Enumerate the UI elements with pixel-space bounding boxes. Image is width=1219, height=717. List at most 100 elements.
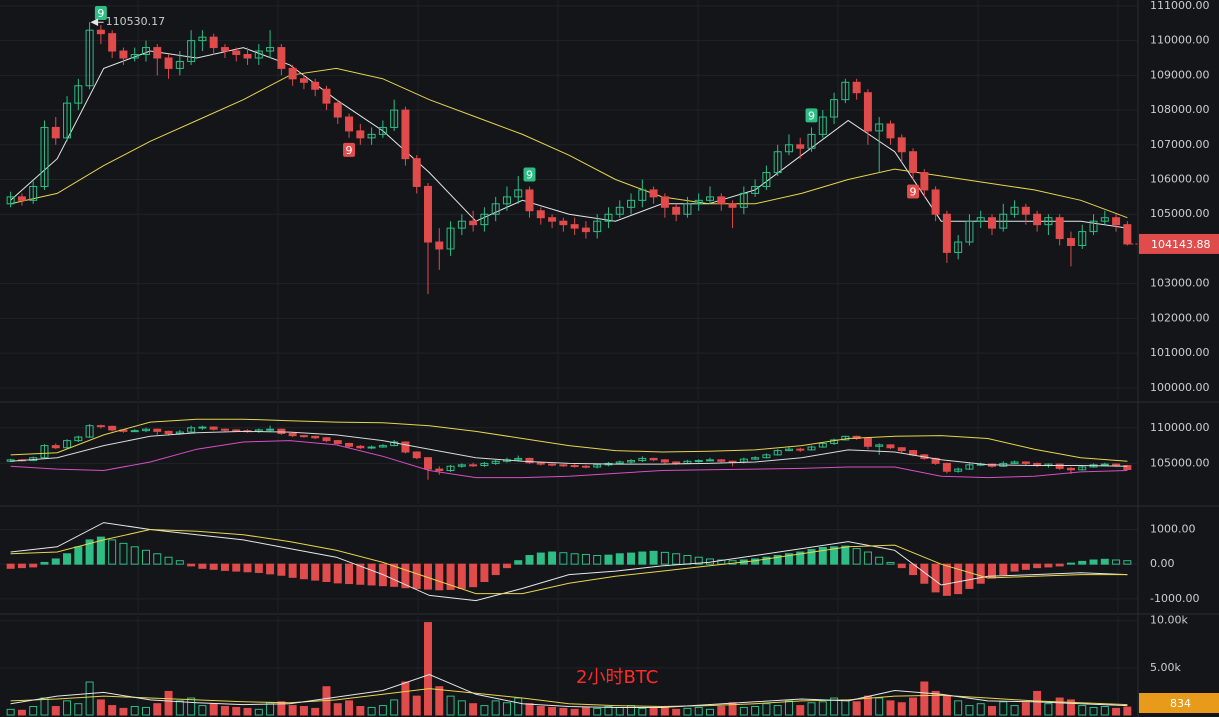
candle-body: [1078, 466, 1087, 471]
candle-body: [446, 465, 455, 472]
volume-bar: [649, 706, 658, 716]
candle-body: [570, 465, 579, 468]
volume-bar: [390, 699, 399, 716]
volume-bar: [356, 706, 365, 716]
candle-body: [1112, 217, 1121, 226]
candle-body: [988, 217, 996, 229]
indicator-line: [10, 418, 1128, 462]
candle-body: [333, 102, 342, 118]
volume-bar: [999, 701, 1008, 716]
candle-body: [401, 441, 410, 453]
candle-body: [491, 460, 500, 464]
macd-bar: [480, 563, 489, 582]
candle-body: [187, 40, 196, 62]
candle-body: [649, 189, 658, 198]
macd-bar: [390, 563, 399, 587]
candle-body: [514, 189, 523, 198]
volume-bar: [74, 703, 83, 716]
candle-body: [401, 109, 410, 160]
macd-bar: [1055, 563, 1064, 567]
candle-body: [356, 130, 365, 139]
candle-body: [942, 213, 951, 253]
macd-bar: [1066, 562, 1075, 565]
candle-body: [1044, 217, 1053, 226]
candle-body: [548, 463, 557, 466]
candle-body: [638, 457, 647, 462]
candle-body: [74, 85, 83, 104]
candle-body: [108, 425, 117, 431]
macd-bar: [593, 554, 602, 565]
candle-body: [751, 185, 760, 194]
candle-body: [412, 451, 421, 459]
volume-bar: [187, 697, 196, 716]
volume-bar: [942, 695, 951, 716]
candle-body: [672, 461, 681, 464]
candle-body: [424, 457, 432, 470]
macd-bar: [1123, 560, 1132, 565]
candle-body: [1010, 461, 1019, 464]
candle-body: [378, 126, 387, 135]
volume-bar: [446, 695, 455, 716]
y-tick-label: 111000.00: [1150, 0, 1210, 12]
candle-body: [897, 447, 906, 452]
candle-body: [886, 123, 895, 139]
macd-bar: [627, 552, 636, 565]
y-tick-label: 100000.00: [1150, 381, 1210, 394]
candle-body: [232, 429, 241, 432]
candle-body: [536, 462, 545, 465]
candle-body: [175, 60, 184, 69]
y-tick-label: 105000.00: [1150, 207, 1210, 220]
macd-bar: [1033, 563, 1042, 569]
candle-body: [491, 203, 500, 215]
macd-bar: [762, 556, 771, 565]
candle-body: [277, 428, 286, 434]
candle-body: [480, 213, 489, 226]
signal-marker: [523, 167, 536, 182]
macd-bar: [209, 563, 218, 570]
indicator-line: [10, 430, 1128, 467]
volume-bar: [784, 700, 793, 716]
macd-bar: [581, 553, 590, 565]
candle-body: [976, 217, 985, 222]
candle-body: [220, 428, 229, 431]
volume-bar: [1010, 705, 1019, 716]
volume-bar: [29, 706, 38, 716]
volume-bar: [548, 706, 557, 716]
candle-body: [74, 436, 83, 442]
volume-bar: [6, 708, 15, 716]
volume-bar: [63, 700, 72, 716]
volume-bar: [1078, 705, 1087, 716]
candle-body: [1055, 217, 1064, 240]
candle-body: [1021, 461, 1030, 464]
candle-body: [796, 144, 805, 149]
candle-body: [773, 450, 782, 456]
volume-bar: [739, 706, 748, 716]
volume-bar: [638, 707, 647, 716]
volume-bar: [491, 700, 500, 716]
candle-body: [593, 220, 602, 233]
max-label: 110530.17: [106, 15, 166, 28]
macd-bar: [367, 563, 376, 586]
y-tick-label: 102000.00: [1150, 311, 1210, 324]
candle-body: [130, 430, 139, 433]
candle-body: [796, 448, 805, 451]
candle-body: [108, 33, 117, 52]
candle-body: [254, 50, 263, 59]
volume-bar: [920, 681, 929, 716]
volume-bar: [311, 707, 320, 716]
candle-body: [153, 428, 162, 432]
macd-bar: [6, 563, 15, 569]
candle-body: [1100, 217, 1109, 222]
macd-bar: [108, 539, 117, 565]
candle-body: [288, 432, 297, 437]
macd-bar: [604, 554, 613, 565]
macd-bar: [999, 563, 1008, 576]
volume-bar: [288, 705, 297, 716]
y-tick-label: 110000.00: [1150, 34, 1210, 47]
macd-bar: [311, 563, 320, 581]
macd-bar: [942, 563, 951, 596]
candle-body: [367, 133, 376, 139]
macd-bar: [920, 563, 929, 584]
candle-body: [942, 462, 951, 472]
